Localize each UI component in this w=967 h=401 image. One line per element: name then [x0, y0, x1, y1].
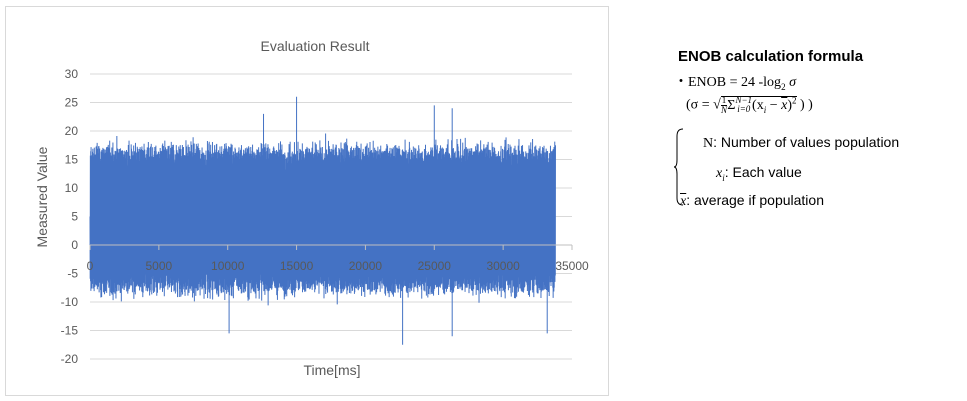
x-tick-label: 20000 [349, 259, 383, 273]
enob-formula: ・ENOB = 24 -log2 σ [674, 71, 796, 92]
log-base: 2 [781, 81, 786, 92]
y-tick-labels: -20 -15 -10 -5 0 5 10 15 20 25 30 [61, 67, 79, 366]
sum-upper: N−1 [735, 95, 753, 106]
y-tick-label: -15 [61, 324, 79, 338]
sum-sub: i [763, 104, 767, 115]
evaluation-chart: Evaluation Result -20 -15 -10 -5 0 5 10 15 20 25 3… [34, 38, 589, 378]
sigma-open: (σ = [686, 97, 710, 113]
sigma-formula: (σ = √ 1 N Σ N−1 i=0 (xi − x)2 ) ) [686, 95, 813, 115]
y-tick-label: 25 [65, 96, 79, 110]
formula-title: ENOB calculation formula [678, 48, 864, 65]
chart-frame: Evaluation Result -20 -15 -10 -5 0 5 10 15 20 25 3… [5, 6, 609, 396]
y-tick-label: 5 [71, 210, 78, 224]
chart-title: Evaluation Result [261, 38, 370, 54]
sum-minus: − [769, 97, 778, 113]
enob-lhs: ENOB = 24 -log [688, 75, 782, 90]
definition-xi: xi: Each value [716, 164, 802, 183]
sum-limits: N−1 i=0 [735, 96, 752, 114]
xbar-symbol: x [680, 194, 687, 209]
definition-xbar: x: average if population [680, 192, 824, 210]
sum-lower: i=0 [737, 104, 751, 115]
x-tick-label: 10000 [211, 259, 245, 273]
y-tick-label: 30 [65, 67, 79, 81]
axes [89, 244, 573, 250]
sum-pow: 2 [792, 95, 797, 105]
y-tick-label: -10 [61, 295, 79, 309]
x-axis-title: Time[ms] [303, 362, 360, 378]
y-tick-label: -20 [61, 352, 79, 366]
n-symbol: N [703, 136, 714, 151]
sigma-symbol: σ [789, 75, 796, 90]
y-tick-label: 0 [71, 238, 78, 252]
sqrt-sign: √ [713, 97, 721, 113]
xi-sub: i [722, 172, 725, 183]
y-axis-title: Measured Value [34, 146, 50, 247]
series-line [89, 96, 556, 345]
sum-close: ) [787, 97, 793, 113]
x-tick-label: 25000 [418, 259, 452, 273]
n-desc: : Number of values population [713, 134, 900, 150]
xbar-desc: : average if population [686, 192, 824, 208]
y-tick-label: 15 [65, 153, 79, 167]
frac-den: N [721, 104, 728, 115]
y-tick-label: 10 [65, 181, 79, 195]
definition-brace [674, 128, 684, 206]
enob-formula-panel: ENOB calculation formula ・ENOB = 24 -log… [672, 44, 962, 224]
xi-symbol: x [716, 166, 723, 181]
x-tick-label: 5000 [146, 259, 173, 273]
y-tick-label: 20 [65, 124, 79, 138]
series-path [89, 96, 556, 345]
definition-n: N: Number of values population [703, 134, 899, 152]
x-tick-label: 15000 [280, 259, 314, 273]
sum-xbar: x [781, 97, 788, 113]
frac-num: 1 [720, 94, 728, 106]
bullet: ・ [674, 75, 688, 90]
x-tick-label: 30000 [486, 259, 520, 273]
x-tick-label: 0 [87, 259, 94, 273]
x-tick-label: 35000 [555, 259, 589, 273]
sum-symbol: Σ [727, 97, 736, 113]
x-tick-labels: 0 5000 10000 15000 20000 25000 30000 35000 [87, 259, 589, 273]
sum-body: (x [752, 97, 764, 113]
sigma-close: ) ) [800, 97, 813, 113]
sqrt-body: 1 N Σ N−1 i=0 (xi − x)2 [720, 94, 797, 115]
xi-desc: : Each value [724, 164, 802, 180]
y-tick-label: -5 [67, 267, 78, 281]
